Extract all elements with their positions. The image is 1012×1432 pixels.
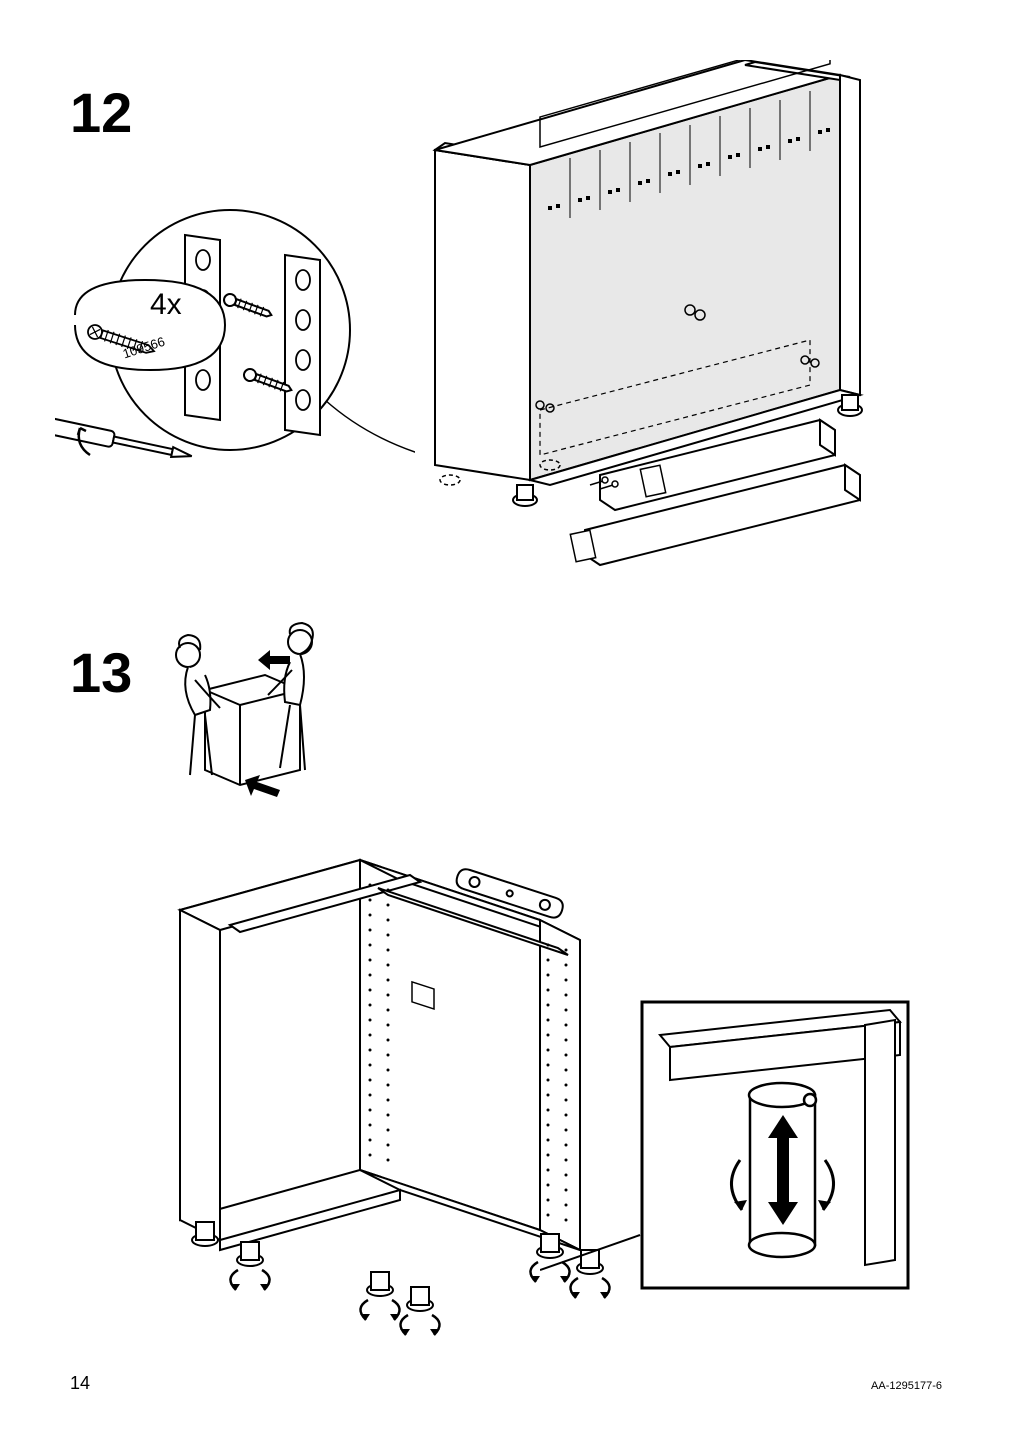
document-id: AA-1295177-6 [871, 1380, 942, 1392]
step12-cabinet-illustration [390, 60, 910, 580]
hardware-count: 4x [150, 288, 182, 322]
step-12-number: 12 [70, 80, 132, 145]
step13-people-icon [150, 620, 340, 800]
step-13-number: 13 [70, 640, 132, 705]
page-number: 14 [70, 1373, 90, 1394]
detail-leader-line [540, 1230, 680, 1310]
instruction-page: 12 [0, 0, 1012, 1432]
step13-foot-detail [640, 1000, 910, 1290]
